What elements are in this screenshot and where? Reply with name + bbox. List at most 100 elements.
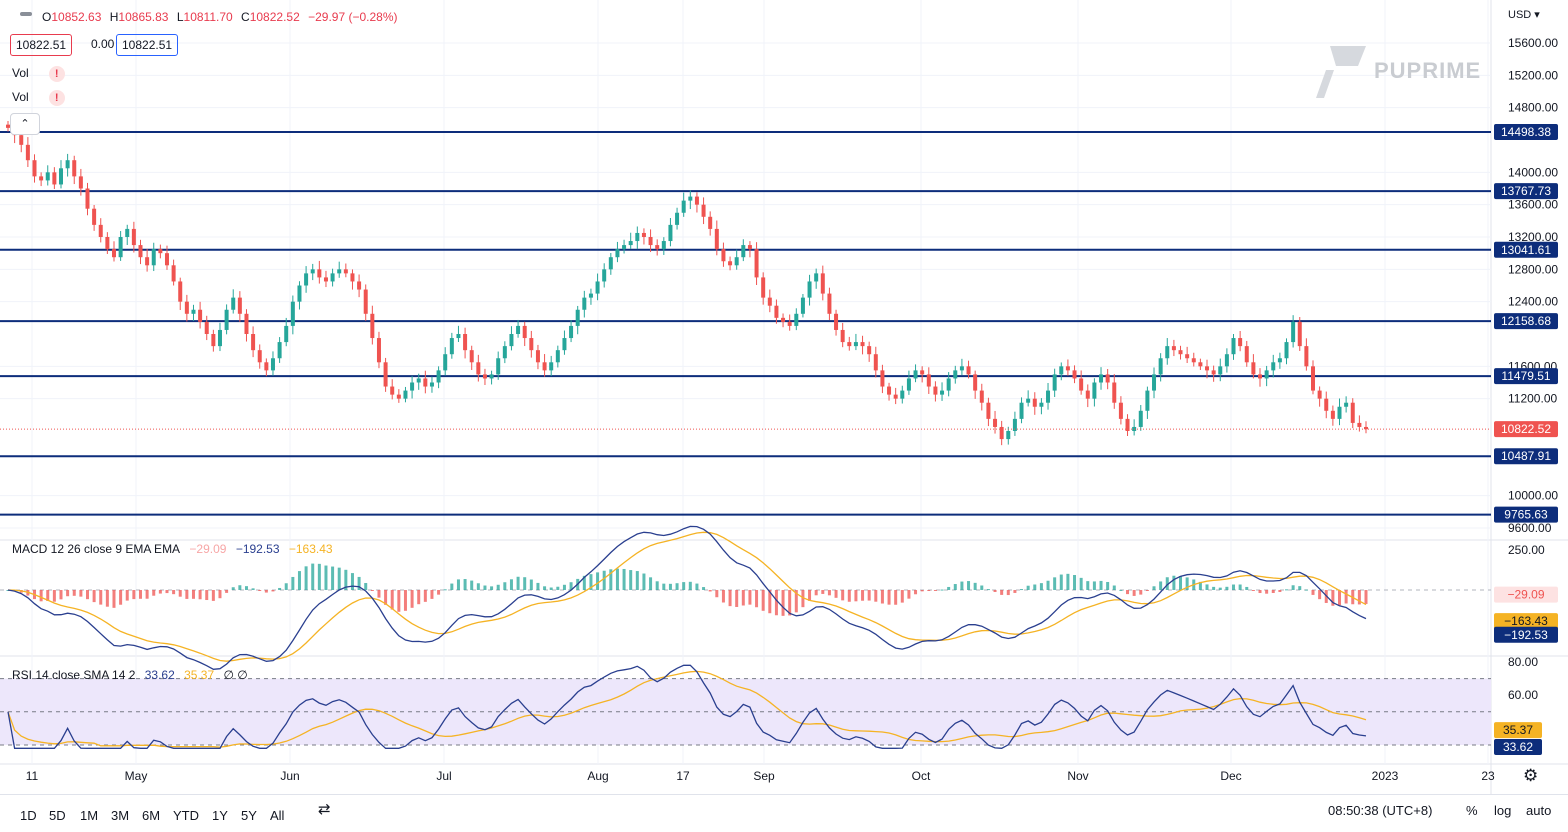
collapse-legend-button[interactable]: ⌃ <box>10 113 40 135</box>
candle-body <box>85 188 90 209</box>
timeframe-5d[interactable]: 5D <box>49 808 66 823</box>
macd-histogram-bar <box>562 584 566 590</box>
candle-body <box>1211 370 1216 375</box>
macd-histogram-bar <box>609 569 613 590</box>
compare-icon[interactable]: ⇄ <box>318 801 331 818</box>
macd-histogram-bar <box>172 590 176 595</box>
macd-histogram-bar <box>927 590 931 591</box>
macd-legend-title: MACD 12 26 close 9 EMA EMA <box>12 542 181 556</box>
candle-body <box>429 382 434 387</box>
percent-toggle[interactable]: % <box>1466 803 1478 818</box>
warning-icon[interactable]: ! <box>48 90 65 106</box>
candle-body <box>747 245 752 250</box>
macd-histogram-bar <box>1086 581 1090 590</box>
timeframe-1m[interactable]: 1M <box>80 808 99 823</box>
macd-histogram-bar <box>364 583 368 590</box>
macd-histogram-bar <box>847 590 851 602</box>
rsi-band <box>0 678 1491 746</box>
candle-body <box>741 245 746 258</box>
macd-histogram-bar <box>384 590 388 605</box>
ohlc-close: 10822.52 <box>249 10 300 24</box>
candle-body <box>105 237 110 250</box>
time-tick-label: Jul <box>436 769 451 783</box>
settings-icon[interactable]: ⚙ <box>1523 766 1539 785</box>
time-tick-label: Jun <box>280 769 299 783</box>
macd-histogram-bar <box>324 565 328 590</box>
macd-histogram-bar <box>52 590 56 602</box>
buy-price-box[interactable]: 10822.51 <box>116 34 179 56</box>
price-tick-label: 9600.00 <box>1508 521 1552 535</box>
candle-body <box>98 224 103 237</box>
candle-body <box>926 374 931 387</box>
macd-histogram-bar <box>331 566 335 590</box>
macd-histogram-bar <box>596 572 600 590</box>
macd-histogram-bar <box>735 590 739 607</box>
candle-body <box>1158 358 1163 375</box>
timeframe-1y[interactable]: 1Y <box>212 808 228 823</box>
currency-selector[interactable]: USD ▾ <box>1508 9 1540 21</box>
timeframe-5y[interactable]: 5Y <box>241 808 257 823</box>
candle-body <box>1304 346 1309 367</box>
bottom-toolbar <box>0 794 1568 832</box>
ohlc-open: 10852.63 <box>51 10 102 24</box>
macd-histogram-bar <box>821 590 825 594</box>
level-label: 14498.38 <box>1501 125 1551 139</box>
macd-histogram-bar <box>774 590 778 616</box>
candle-body <box>1344 402 1349 407</box>
vol-indicator-1[interactable]: Vol! <box>12 66 65 82</box>
menu-icon[interactable] <box>20 12 32 16</box>
macd-histogram-bar <box>1245 586 1249 590</box>
timeframe-1d[interactable]: 1D <box>20 808 37 823</box>
auto-toggle[interactable]: auto <box>1526 803 1552 818</box>
ohlc-legend: O10852.63 H10865.83 L10811.70 C10822.52 … <box>12 10 398 24</box>
macd-hist-value: −29.09 <box>189 542 227 556</box>
macd-histogram-bar <box>953 584 957 590</box>
candle-body <box>39 176 44 181</box>
log-toggle[interactable]: log <box>1494 803 1512 818</box>
price-tick-label: 13200.00 <box>1508 230 1558 244</box>
candle-body <box>946 378 951 391</box>
candle-body <box>65 160 70 169</box>
vol-indicator-2[interactable]: Vol! <box>12 90 65 106</box>
candle-body <box>1032 398 1037 407</box>
macd-histogram-bar <box>463 579 467 590</box>
candle-body <box>145 257 150 266</box>
timeframe-all[interactable]: All <box>270 808 285 823</box>
macd-histogram-bar <box>417 590 421 605</box>
candle-body <box>1264 370 1269 379</box>
macd-histogram-bar <box>79 590 83 597</box>
macd-histogram-bar <box>543 586 547 590</box>
candle-body <box>940 390 945 395</box>
macd-pane <box>0 525 1491 670</box>
candle-body <box>496 358 501 375</box>
rsi-sma-line <box>7 670 1367 748</box>
macd-histogram-bar <box>1079 577 1083 590</box>
chart-canvas[interactable]: 15600.00 15200.00 14800.00 14000.00 13600.00… <box>0 0 1568 794</box>
timeframe-ytd[interactable]: YTD <box>173 808 199 823</box>
candle-body <box>814 273 819 282</box>
macd-histogram-bar <box>801 590 805 608</box>
macd-histogram-bar <box>649 577 653 590</box>
candle-body <box>622 245 627 250</box>
sell-price-box[interactable]: 10822.51 <box>10 34 73 56</box>
macd-histogram-bar <box>476 583 480 590</box>
macd-histogram-bar <box>589 574 593 590</box>
macd-histogram-bar <box>1198 581 1202 590</box>
candle-body <box>1118 402 1123 419</box>
macd-histogram-bar <box>827 590 831 596</box>
candle-body <box>1238 338 1243 347</box>
candle-body <box>231 297 236 310</box>
rsi-pane <box>7 664 1367 749</box>
support-resistance-levels[interactable] <box>0 131 1491 516</box>
candle-body <box>456 334 461 339</box>
macd-histogram-bar <box>85 590 89 600</box>
candle-body <box>125 228 130 237</box>
timeframe-6m[interactable]: 6M <box>142 808 161 823</box>
timeframe-3m[interactable]: 3M <box>111 808 130 823</box>
candle-body <box>304 273 309 286</box>
candle-body <box>257 350 262 363</box>
warning-icon[interactable]: ! <box>48 66 65 82</box>
macd-histogram-bar <box>523 577 527 590</box>
macd-histogram-bar <box>1139 590 1143 595</box>
candle-body <box>900 390 905 399</box>
